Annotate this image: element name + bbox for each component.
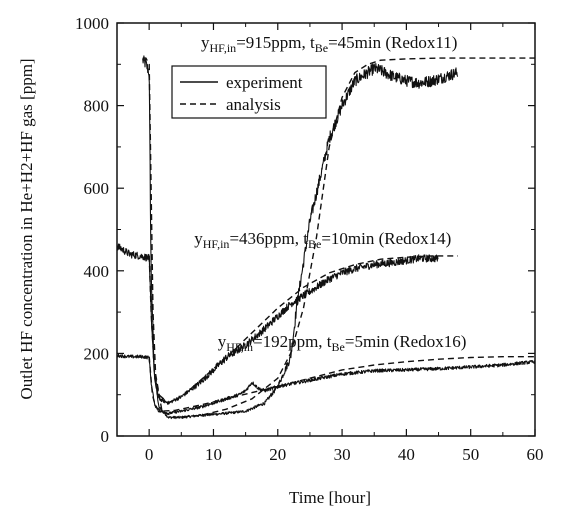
legend-label-analysis: analysis [226,95,281,114]
y-tick-label: 400 [84,262,110,281]
annotation-3: yHF,in=192ppm, tBe=5min (Redox16) [218,332,467,354]
labels-layer: 0 10 20 30 40 50 6002004006008001000yHF,in=915… [75,14,544,464]
legend-box [171,65,327,119]
y-axis-label: Outlet HF concentration in He+H2+HF gas … [17,58,36,399]
y-tick-label: 1000 [75,14,109,33]
x-tick-label: 0 [145,445,154,464]
annotation-2: yHF,in=436ppm, tBe=10min (Redox14) [194,229,451,251]
ticks-layer [116,22,536,437]
series-line-redox16-analysis [148,356,535,412]
y-tick-label: 200 [84,344,110,363]
x-tick-label: 50 [462,445,479,464]
series-line-redox14-analysis [148,255,458,404]
x-axis-label: Time [hour] [289,488,371,507]
y-tick-label: 600 [84,179,110,198]
legend: experiment analysis [171,65,327,119]
x-tick-label: 20 [269,445,286,464]
x-tick-label: 10 [205,445,222,464]
annotation-1: yHF,in=915ppm, tBe=45min (Redox11) [201,33,457,55]
x-tick-label: 40 [398,445,415,464]
y-tick-label: 800 [84,97,110,116]
y-tick-label: 0 [101,427,110,446]
x-tick-label: 30 [334,445,351,464]
legend-label-experiment: experiment [226,73,303,92]
series-line-redox14-experiment [116,243,439,405]
x-tick-label: 60 [527,445,544,464]
series-layer [116,55,536,420]
series-line-redox16-experiment [116,353,536,415]
series-line-redox11-analysis [142,57,535,419]
